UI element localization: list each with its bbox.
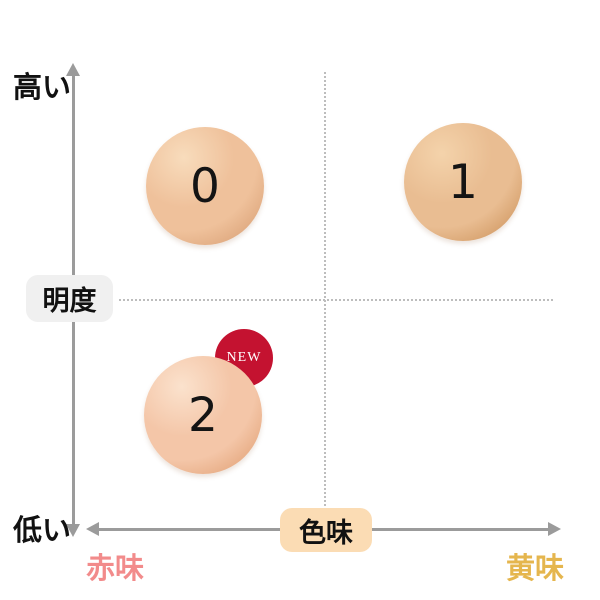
x-axis-arrow-left-icon [86,522,99,536]
y-axis-arrow-up-icon [66,63,80,76]
x-axis-name-box: 色味 [280,508,372,552]
y-axis-name-label: 明度 [42,286,97,316]
y-axis-top-label: 高い [13,72,72,104]
shade-number: 1 [448,154,478,210]
shade-swatch-0: 0 [146,127,264,245]
y-axis-arrow-down-icon [66,524,80,537]
dotted-vertical-centerline [324,72,326,506]
shade-number: 2 [188,387,218,443]
shade-number: 0 [190,158,220,214]
x-axis-name-label: 色味 [299,517,353,548]
dotted-horizontal-centerline [119,299,553,301]
y-axis-bottom-label: 低い [13,515,72,547]
shade-swatch-2: 2 [144,356,262,474]
new-badge-label: NEW [226,350,262,365]
y-axis-name-box: 明度 [26,275,113,322]
x-axis-left-label: 赤味 [86,553,145,585]
shade-swatch-1: 1 [404,123,522,241]
x-axis-arrow-right-icon [548,522,561,536]
x-axis-right-label: 黄味 [506,553,565,585]
